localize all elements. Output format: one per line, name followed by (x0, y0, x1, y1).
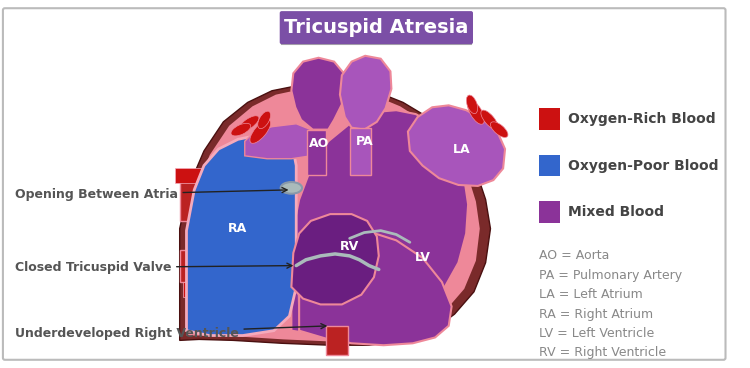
Polygon shape (180, 178, 204, 221)
Polygon shape (350, 128, 371, 175)
Text: PA = Pulmonary Artery: PA = Pulmonary Artery (539, 269, 682, 282)
Text: LV: LV (415, 251, 430, 264)
Polygon shape (175, 169, 208, 183)
Text: RA = Right Atrium: RA = Right Atrium (539, 308, 653, 321)
FancyBboxPatch shape (539, 202, 560, 223)
Polygon shape (296, 237, 316, 333)
Text: Closed Tricuspid Valve: Closed Tricuspid Valve (14, 261, 292, 274)
FancyBboxPatch shape (3, 8, 725, 360)
Polygon shape (187, 135, 296, 336)
Text: LV = Left Ventricle: LV = Left Ventricle (539, 327, 654, 340)
Polygon shape (187, 89, 480, 342)
Text: LA = Left Atrium: LA = Left Atrium (539, 288, 643, 301)
Ellipse shape (231, 123, 251, 136)
Polygon shape (408, 105, 505, 186)
Polygon shape (307, 130, 326, 175)
Polygon shape (299, 231, 452, 345)
Ellipse shape (258, 111, 271, 129)
Ellipse shape (280, 182, 302, 194)
Text: RA: RA (228, 222, 248, 235)
Text: Oxygen-Poor Blood: Oxygen-Poor Blood (568, 159, 718, 173)
Polygon shape (291, 110, 468, 337)
Text: PA: PA (356, 135, 373, 148)
Polygon shape (291, 214, 379, 304)
Polygon shape (180, 250, 204, 282)
Polygon shape (182, 282, 201, 297)
Text: Opening Between Atria: Opening Between Atria (14, 188, 287, 201)
Text: RV: RV (340, 240, 359, 253)
Text: LA: LA (452, 142, 470, 156)
Polygon shape (291, 58, 346, 130)
Ellipse shape (481, 110, 498, 130)
FancyBboxPatch shape (280, 11, 473, 44)
Text: AO: AO (308, 137, 328, 150)
Ellipse shape (250, 120, 271, 143)
Ellipse shape (466, 95, 478, 114)
FancyBboxPatch shape (539, 108, 560, 130)
Text: Tricuspid Atresia: Tricuspid Atresia (284, 18, 469, 37)
Ellipse shape (238, 116, 259, 132)
Text: Mixed Blood: Mixed Blood (568, 205, 664, 219)
Text: Oxygen-Rich Blood: Oxygen-Rich Blood (568, 112, 716, 126)
FancyBboxPatch shape (539, 155, 560, 176)
Polygon shape (180, 85, 490, 345)
Polygon shape (244, 124, 310, 159)
Text: Underdeveloped Right Ventricle: Underdeveloped Right Ventricle (14, 324, 326, 340)
Polygon shape (340, 56, 392, 130)
Ellipse shape (467, 100, 484, 124)
Text: AO = Aorta: AO = Aorta (539, 250, 610, 262)
Ellipse shape (490, 122, 508, 137)
Polygon shape (326, 326, 348, 355)
Text: RV = Right Ventricle: RV = Right Ventricle (539, 347, 666, 360)
